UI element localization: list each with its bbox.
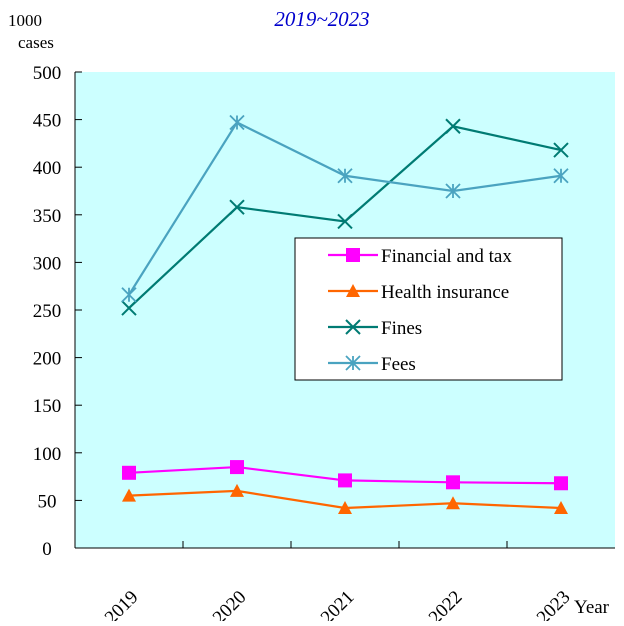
marker [338, 501, 352, 515]
y-tick-label: 450 [33, 111, 62, 132]
marker [122, 488, 136, 502]
marker [446, 496, 460, 510]
marker [345, 319, 361, 335]
y-axis-label: 1000 cases [8, 11, 54, 52]
marker [445, 118, 461, 134]
x-tick-label: 2019 [101, 587, 143, 621]
x-tick-label: 2021 [317, 587, 359, 621]
y-tick-label: 100 [33, 444, 62, 465]
marker [346, 284, 360, 297]
marker [121, 300, 137, 316]
marker [122, 465, 136, 480]
legend-label: Financial and tax [381, 246, 512, 267]
marker [230, 460, 244, 475]
y-tick-label: 150 [33, 396, 62, 417]
marker [229, 199, 245, 215]
chart-subtitle: 2019~2023 [274, 7, 369, 31]
y-tick-label: 500 [33, 63, 62, 84]
x-tick-label: 2023 [533, 587, 575, 621]
legend-label: Fines [381, 318, 422, 339]
y-tick-label: 50 [38, 491, 57, 512]
legend-box [294, 237, 563, 381]
x-tick-label: 2022 [425, 587, 467, 621]
marker [337, 213, 353, 230]
marker [553, 168, 569, 184]
marker [338, 473, 352, 488]
marker [553, 142, 569, 158]
marker [554, 501, 568, 515]
x-tick-label: 2020 [209, 587, 251, 621]
marker [121, 287, 137, 303]
marker [229, 114, 245, 131]
marker [445, 183, 461, 199]
y-tick-label: 250 [33, 301, 62, 322]
y-tick-label: 300 [33, 253, 62, 274]
y-tick-label: 350 [33, 206, 62, 227]
x-axis-label: Year [574, 597, 610, 618]
y-tick-label: 200 [33, 349, 62, 370]
marker [345, 355, 361, 371]
marker [554, 476, 568, 491]
marker [346, 248, 360, 262]
marker [230, 483, 244, 497]
legend: Financial and tax Health insurance Fines Fe… [294, 237, 563, 381]
legend-label: Health insurance [381, 282, 509, 303]
legend-label: Fees [381, 354, 416, 375]
y-tick-label: 0 [42, 539, 52, 560]
marker [446, 475, 460, 490]
marker [337, 168, 353, 184]
y-tick-label: 400 [33, 158, 62, 179]
